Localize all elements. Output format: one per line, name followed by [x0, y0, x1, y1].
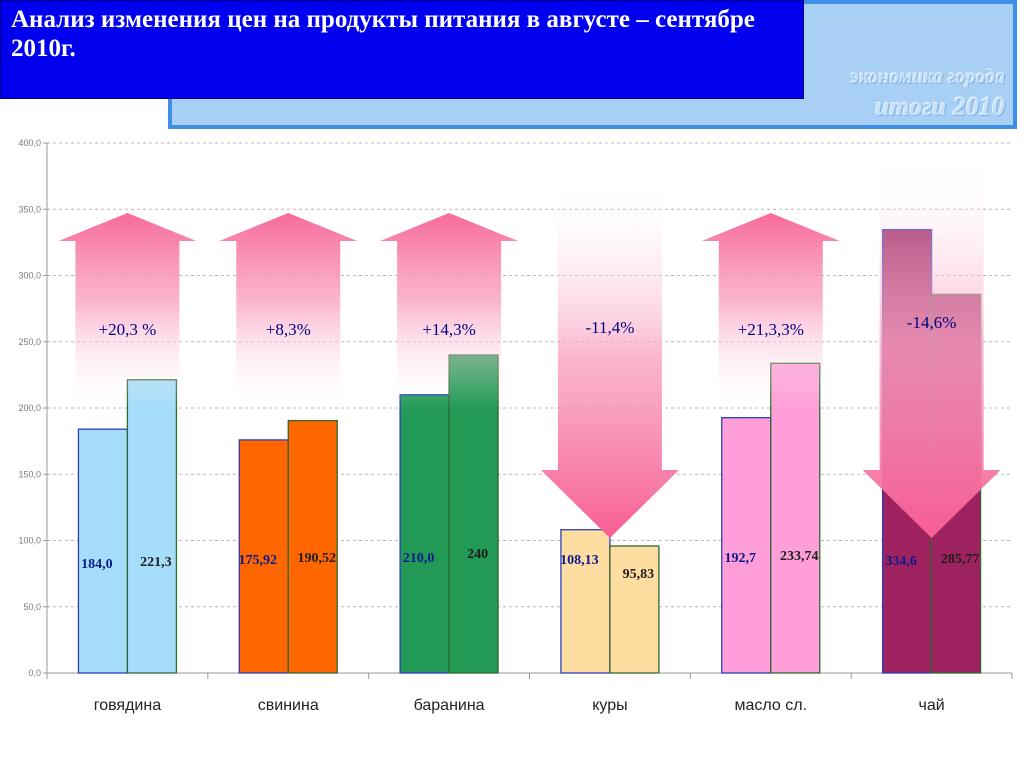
value-label: 192,7 [725, 551, 757, 566]
change-label: +8,3% [266, 320, 311, 339]
y-tick-label: 150,0 [18, 469, 41, 479]
value-label: 210,0 [403, 551, 435, 566]
x-tick-label: говядина [94, 697, 161, 714]
value-label: 184,0 [81, 557, 113, 572]
increase-arrow [380, 213, 519, 410]
y-tick-label: 100,0 [18, 536, 41, 546]
increase-arrow [219, 213, 358, 410]
change-label: -14,6% [907, 313, 957, 332]
bar [399, 394, 450, 674]
x-tick-label: баранина [414, 697, 485, 714]
value-label: 175,92 [239, 553, 278, 568]
change-label: -11,4% [585, 318, 634, 337]
increase-arrow [701, 213, 840, 410]
bar [238, 439, 289, 674]
change-label: +20,3 % [99, 320, 157, 339]
decrease-arrow [540, 180, 679, 538]
value-label: 95,83 [623, 567, 655, 582]
bar [770, 362, 821, 674]
brand-line-1: экономика города [850, 66, 1005, 88]
x-tick-label: куры [592, 697, 627, 714]
value-label: 285,77 [941, 552, 980, 567]
bar [609, 545, 660, 674]
y-tick-label: 350,0 [18, 204, 41, 214]
header-banner: Анализ изменения цен на продукты питания… [0, 0, 804, 99]
value-label: 240 [467, 547, 488, 562]
brand-line-2: итоги 2010 [875, 92, 1005, 121]
bar [560, 529, 611, 674]
value-label: 221,3 [140, 555, 172, 570]
value-label: 108,13 [560, 553, 599, 568]
page-title: Анализ изменения цен на продукты питания… [11, 6, 755, 62]
x-tick-label: свинина [258, 697, 319, 714]
value-label: 233,74 [780, 549, 819, 564]
bar [77, 428, 129, 674]
y-tick-label: 250,0 [18, 337, 41, 347]
value-label: 334,6 [885, 554, 917, 569]
y-tick-label: 200,0 [18, 403, 41, 413]
x-tick-label: масло сл. [734, 697, 807, 714]
y-tick-label: 400,0 [18, 138, 41, 148]
y-tick-label: 0,0 [28, 668, 41, 678]
bar [287, 419, 338, 674]
bar [721, 417, 772, 674]
bar [126, 379, 178, 674]
value-label: 190,52 [298, 551, 337, 566]
x-tick-label: чай [918, 697, 944, 714]
y-tick-label: 50,0 [23, 602, 41, 612]
change-label: +21,3,3% [738, 320, 804, 339]
change-label: +14,3% [422, 320, 476, 339]
y-tick-label: 300,0 [18, 271, 41, 281]
increase-arrow [58, 213, 197, 410]
decrease-arrow [862, 155, 1001, 538]
